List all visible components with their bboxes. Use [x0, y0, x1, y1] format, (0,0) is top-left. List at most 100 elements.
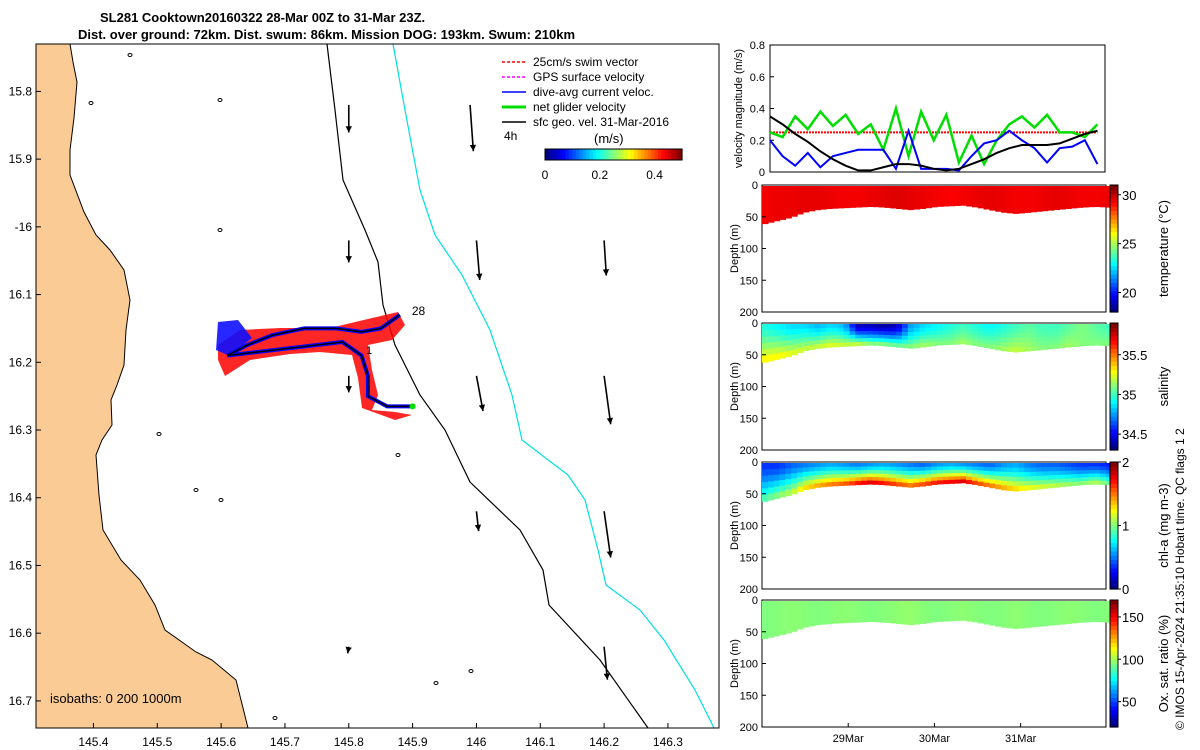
section-cell — [855, 470, 862, 475]
section-cell — [1024, 480, 1031, 487]
section-cell — [773, 486, 781, 494]
section-cell — [872, 324, 880, 329]
section-cell — [762, 186, 769, 225]
section-colorbar-cell — [1110, 223, 1118, 228]
section-cell — [1071, 470, 1078, 475]
section-cell — [861, 341, 868, 346]
section-colorbar-cell — [1110, 659, 1118, 665]
section-cell — [1082, 341, 1090, 347]
section-cell — [802, 471, 810, 477]
section-cell — [1018, 337, 1026, 343]
section-cell — [773, 329, 781, 337]
section-cell — [791, 478, 798, 485]
section-cell — [995, 475, 1002, 481]
section-cell — [1106, 477, 1113, 482]
section-cell — [872, 473, 880, 478]
section-y-tick-label: 150 — [740, 552, 758, 564]
section-colorbar-cell — [1110, 616, 1118, 622]
section-cell — [995, 324, 1002, 329]
section-cell — [1030, 601, 1037, 628]
section-cell — [907, 483, 915, 488]
section-cell — [1012, 601, 1020, 629]
section-cell — [896, 324, 903, 329]
section-cell — [1012, 186, 1020, 214]
section-cell — [1076, 334, 1084, 340]
map-x-tick-label: 145.4 — [78, 735, 108, 749]
section-cell — [890, 470, 897, 475]
section-cell — [1106, 473, 1113, 478]
section-cell — [919, 324, 926, 329]
section-cell — [1041, 467, 1049, 473]
colorbar-cell — [596, 149, 601, 160]
section-cell — [919, 474, 926, 479]
section-cell — [767, 186, 775, 223]
section-colorbar-cell — [1110, 352, 1118, 358]
section-y-tick-label: 50 — [746, 350, 758, 362]
section-cell — [820, 324, 827, 329]
section-cell — [989, 601, 996, 626]
section-cell — [931, 341, 938, 346]
section-colorbar-cell — [1110, 576, 1118, 582]
section-cell — [796, 347, 804, 354]
isobath-200m — [326, 44, 649, 728]
section-cell — [808, 471, 816, 477]
section-cell — [931, 473, 938, 478]
section-cell — [1041, 471, 1049, 477]
section-cell — [837, 481, 845, 486]
section-colorbar-cell — [1110, 625, 1118, 631]
section-cell — [791, 463, 798, 469]
section-cell — [989, 340, 996, 346]
section-cell — [1094, 341, 1101, 346]
colorbar-cell — [664, 149, 669, 160]
section-cell — [913, 470, 921, 476]
section-cell — [1041, 601, 1049, 627]
section-cell — [878, 186, 886, 208]
section-colorbar-cell — [1110, 303, 1118, 309]
section-cell — [942, 476, 950, 481]
section-cell — [843, 601, 851, 624]
section-cell — [1047, 324, 1055, 329]
section-colorbar-cell — [1110, 290, 1118, 296]
colorbar-frame — [544, 148, 683, 161]
geo-velocity-arrow — [603, 511, 612, 558]
section-cell — [1059, 482, 1066, 488]
section-cell — [802, 463, 810, 469]
section-cell — [1076, 324, 1084, 329]
section-cell — [1001, 471, 1008, 477]
section-colorbar-cell — [1110, 604, 1118, 610]
section-cell — [767, 324, 775, 331]
section-cell — [936, 469, 944, 475]
section-cell — [849, 481, 856, 486]
section-cell — [1001, 186, 1008, 213]
section-cell — [942, 469, 950, 474]
section-cell — [808, 336, 816, 342]
section-y-tick-label: 150 — [740, 690, 758, 702]
section-cell — [971, 327, 979, 332]
section-cell — [931, 324, 938, 329]
section-y-tick-label: 0 — [752, 595, 758, 607]
map-y-tick-label: 16.2 — [9, 355, 33, 369]
section-cell — [855, 473, 862, 478]
section-cell — [913, 343, 921, 349]
colorbar-cell — [613, 149, 618, 160]
section-cell — [1065, 343, 1072, 348]
map-y-tick-label: 16.3 — [9, 423, 33, 437]
section-cell — [977, 463, 985, 468]
section-cell — [913, 335, 921, 341]
colorbar-cell — [630, 149, 635, 160]
section-colorbar-tick-label: 1 — [1122, 519, 1129, 534]
section-cell — [872, 466, 880, 471]
section-cell — [1006, 186, 1014, 214]
section-colorbar-cell — [1110, 323, 1118, 328]
map-x-tick-label: 145.9 — [398, 735, 428, 749]
section-cell — [901, 466, 909, 472]
section-cell — [989, 479, 996, 485]
section-cell — [901, 186, 909, 210]
section-cell — [767, 601, 775, 638]
section-colorbar-cell — [1110, 348, 1118, 354]
reef-outline — [217, 228, 223, 232]
section-cell — [814, 328, 822, 333]
section-cell — [1053, 463, 1061, 468]
section-cell — [843, 324, 851, 329]
section-cell — [826, 339, 833, 344]
